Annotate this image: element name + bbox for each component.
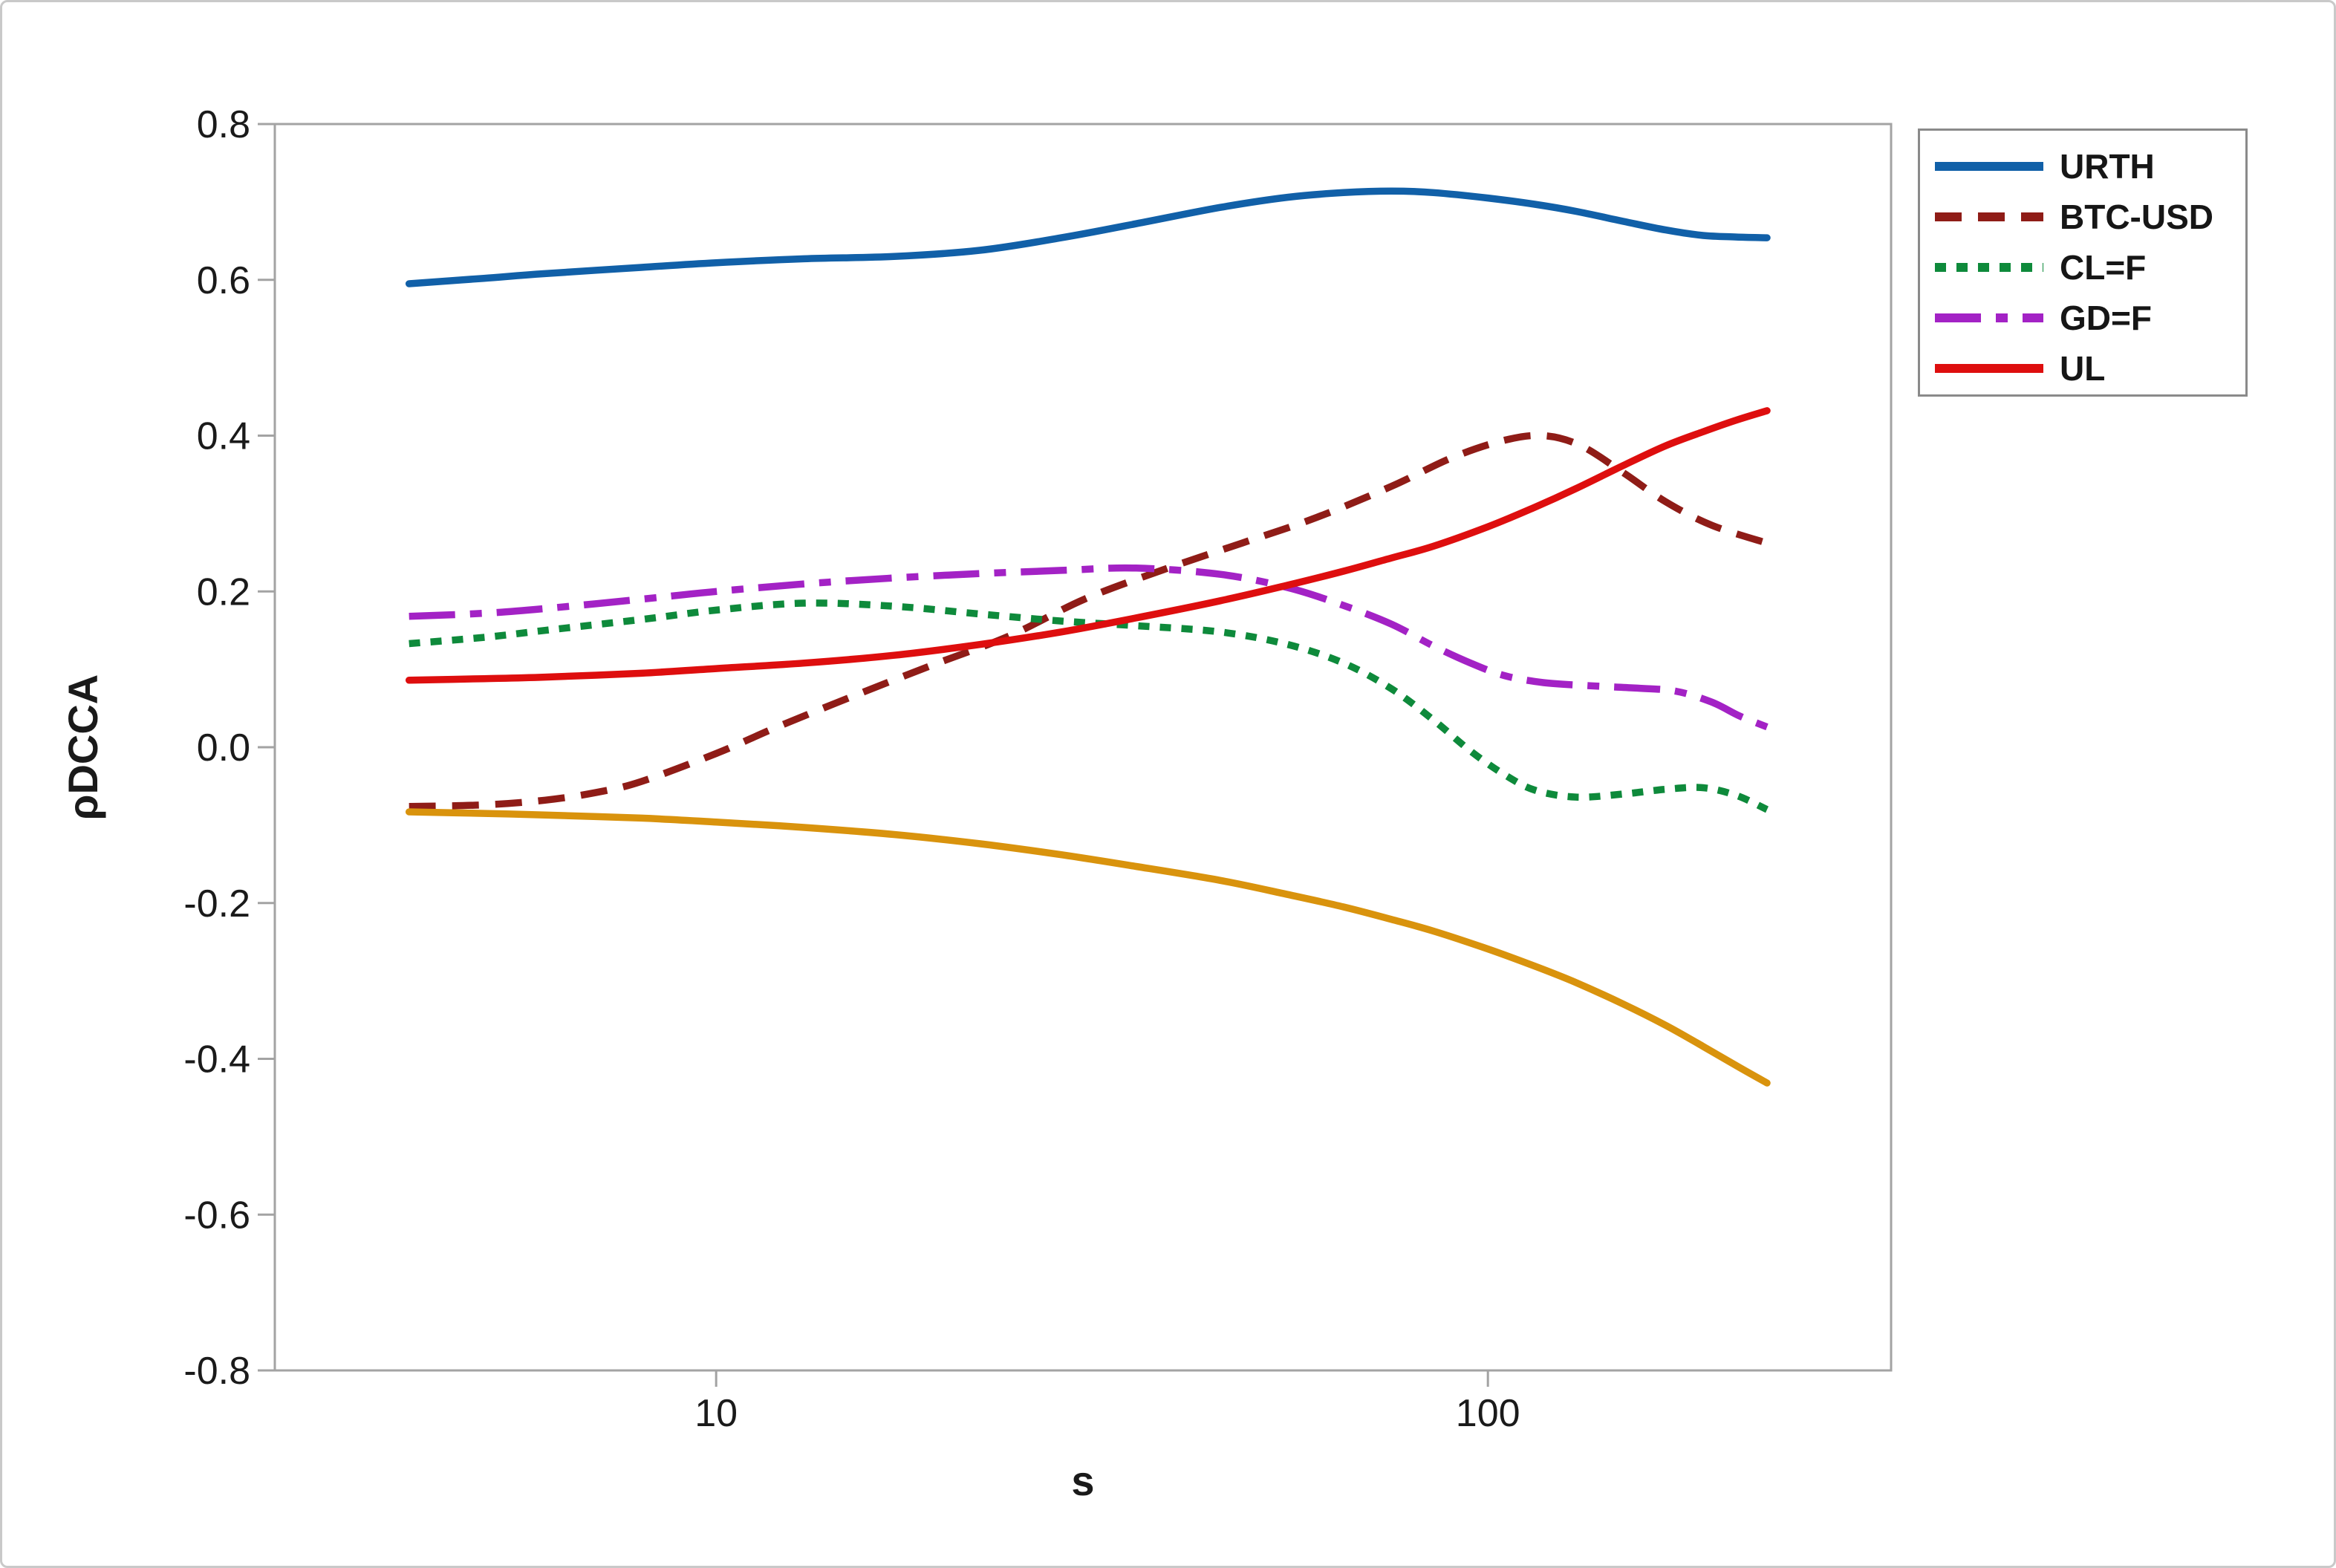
axis-ticks: 0.8 0.6 0.4 0.2 0.0 -0.2 -0.4 -0.6 -0.8 10 100: [183, 103, 1520, 1435]
y-tick-label: 0.2: [197, 570, 250, 614]
x-axis-title: s: [1071, 1457, 1094, 1504]
legend-item: GD=F: [1920, 293, 2245, 343]
y-tick-label: 0.4: [197, 415, 250, 458]
legend-item-label: UL: [2060, 349, 2106, 388]
curve-GD=F: [409, 564, 1769, 731]
y-tick-label: -0.6: [183, 1194, 250, 1237]
legend-item: CL=F: [1920, 242, 2245, 293]
y-tick-label: 0.6: [197, 259, 250, 302]
legend: URTH BTC-USD CL=F GD=F UL: [1918, 129, 2248, 397]
legend-item-label: CL=F: [2060, 248, 2147, 287]
curve-unlabeled-gold: [405, 808, 1771, 1087]
legend-item: URTH: [1920, 141, 2245, 192]
legend-item-label: GD=F: [2060, 299, 2152, 337]
legend-line-sample-icon: [1935, 313, 2043, 322]
y-tick-label: 0.8: [197, 103, 250, 146]
x-tick-label: 100: [1456, 1392, 1520, 1435]
data-curves: [405, 187, 1771, 1087]
curve-CL=F: [409, 599, 1769, 813]
legend-line-sample-icon: [1935, 162, 2043, 171]
legend-line-sample-icon: [1935, 364, 2043, 373]
legend-item-label: URTH: [2060, 147, 2155, 186]
y-axis-title: ρDCCA: [59, 674, 106, 820]
legend-item-label: BTC-USD: [2060, 198, 2213, 236]
plot-frame: [273, 123, 1893, 1372]
y-tick-label: 0.0: [197, 726, 250, 770]
y-tick-label: -0.2: [183, 882, 250, 925]
legend-line-sample-icon: [1935, 263, 2043, 272]
legend-line-sample-icon: [1935, 212, 2043, 221]
legend-item: BTC-USD: [1920, 192, 2245, 242]
x-tick-label: 10: [694, 1392, 738, 1435]
curve-BTC-USD: [409, 432, 1769, 810]
curve-UL: [405, 407, 1771, 684]
y-tick-label: -0.8: [183, 1350, 250, 1393]
y-tick-label: -0.4: [183, 1038, 250, 1081]
legend-item: UL: [1920, 343, 2245, 394]
curve-URTH: [405, 187, 1771, 287]
